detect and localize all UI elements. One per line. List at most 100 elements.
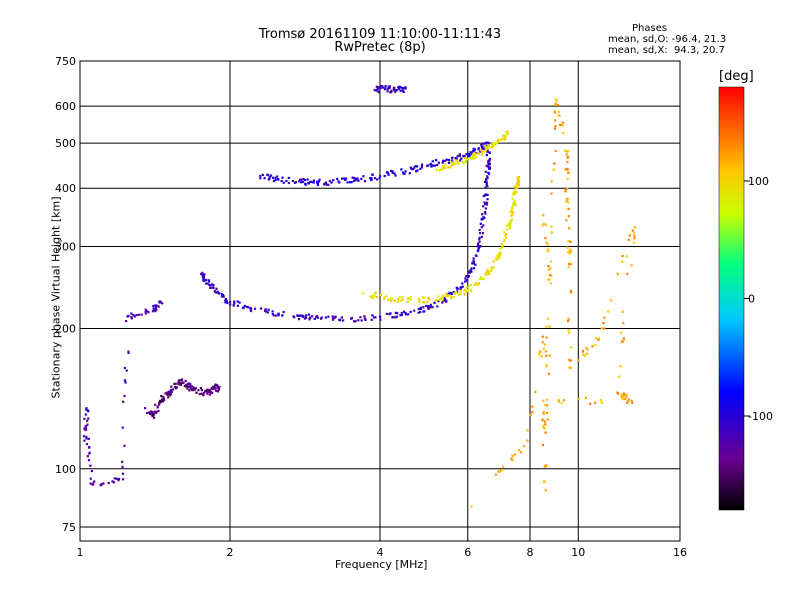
data-point	[482, 194, 485, 198]
data-point	[409, 310, 412, 313]
data-point	[405, 313, 408, 316]
data-point	[548, 273, 551, 277]
data-point	[415, 170, 418, 173]
data-point	[621, 340, 624, 344]
data-point	[213, 386, 216, 390]
data-point	[154, 306, 157, 309]
data-point	[423, 310, 426, 313]
x-tick-label: 6	[464, 546, 471, 559]
data-point	[548, 354, 551, 357]
data-point	[581, 351, 585, 354]
data-point	[155, 304, 158, 308]
data-point	[188, 389, 191, 392]
data-point	[394, 174, 397, 177]
data-point	[477, 248, 480, 252]
data-point	[501, 469, 504, 472]
data-point	[389, 91, 392, 94]
data-point	[445, 292, 448, 296]
data-point	[568, 331, 571, 334]
data-point	[542, 426, 545, 429]
data-points	[83, 85, 637, 508]
data-point	[634, 226, 637, 229]
data-point	[553, 110, 556, 113]
data-point	[338, 181, 341, 184]
data-point	[478, 277, 482, 281]
data-point	[377, 90, 380, 93]
data-point	[84, 427, 88, 431]
data-point	[340, 177, 344, 180]
data-point	[123, 394, 126, 398]
data-point	[229, 303, 232, 306]
data-point	[567, 171, 570, 174]
data-point	[467, 152, 471, 156]
data-point	[542, 480, 546, 484]
data-point	[465, 160, 468, 164]
data-point	[490, 266, 493, 269]
data-point	[477, 246, 481, 249]
data-point	[594, 343, 597, 347]
data-point	[173, 385, 177, 388]
data-point	[379, 86, 382, 90]
data-point	[356, 177, 359, 180]
data-point	[472, 257, 475, 260]
data-point	[511, 211, 515, 214]
plot-frame	[79, 60, 681, 542]
data-point	[363, 315, 366, 318]
data-point	[387, 298, 390, 301]
data-point	[297, 314, 300, 318]
data-point	[216, 390, 220, 393]
data-point	[481, 213, 484, 216]
data-point	[316, 316, 319, 319]
data-point	[452, 290, 455, 294]
data-point	[517, 183, 520, 186]
data-point	[197, 389, 200, 392]
data-point	[276, 175, 279, 178]
data-point	[220, 292, 224, 296]
data-point	[616, 392, 620, 395]
data-point	[422, 301, 425, 304]
data-point	[384, 85, 387, 88]
data-point	[454, 157, 457, 160]
data-point	[313, 317, 316, 321]
data-point	[500, 242, 503, 245]
data-point	[450, 164, 453, 167]
data-point	[566, 168, 569, 171]
data-point	[567, 320, 570, 323]
data-point	[359, 316, 362, 319]
data-point	[557, 114, 560, 117]
data-point	[310, 180, 313, 183]
data-point	[267, 174, 270, 177]
data-point	[446, 166, 450, 169]
data-point	[188, 385, 192, 388]
data-point	[217, 388, 221, 391]
y-tick-labels: 75 100 200 300 400 500 600 750	[55, 55, 76, 534]
data-point	[459, 159, 462, 162]
data-point	[394, 316, 397, 319]
data-point	[567, 329, 570, 332]
data-point	[154, 304, 157, 307]
data-point	[157, 409, 160, 413]
data-point	[544, 236, 547, 240]
data-point	[386, 171, 389, 174]
data-point	[433, 301, 436, 304]
data-point	[180, 378, 184, 381]
data-point	[511, 193, 515, 196]
data-point	[152, 307, 155, 310]
data-point	[300, 181, 303, 184]
data-point	[459, 286, 463, 289]
data-point	[624, 393, 627, 396]
data-point	[631, 401, 634, 404]
data-point	[87, 410, 90, 413]
y-tick-label: 750	[55, 55, 76, 68]
data-point	[565, 219, 568, 222]
data-point	[355, 177, 358, 180]
data-point	[413, 166, 416, 169]
data-point	[466, 289, 469, 292]
x-tick-label: 16	[673, 546, 687, 559]
data-point	[150, 412, 153, 415]
data-point	[127, 350, 130, 353]
data-point	[305, 314, 308, 317]
data-point	[408, 172, 411, 175]
y-axis-label-box: Stationary phase Virtual Height [km]	[48, 196, 64, 399]
data-point	[511, 455, 514, 458]
